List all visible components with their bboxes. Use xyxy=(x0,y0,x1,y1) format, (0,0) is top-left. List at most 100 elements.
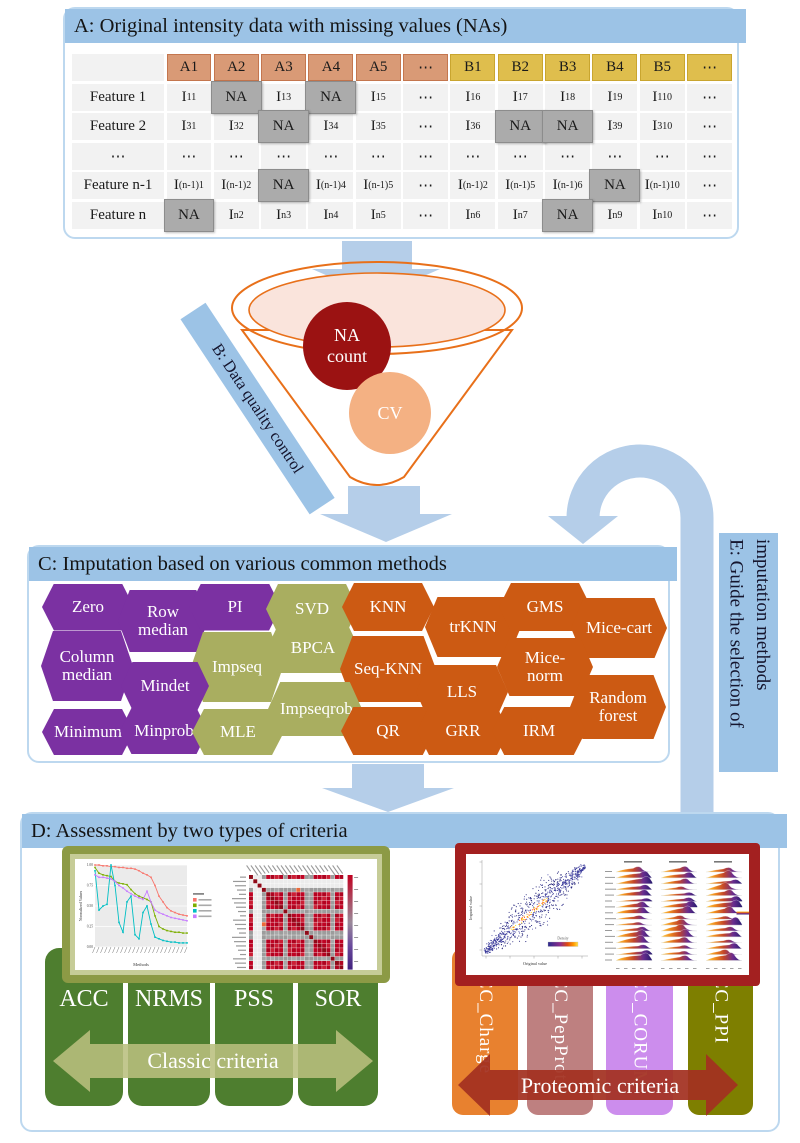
quality-control-funnel: NA count CV xyxy=(231,261,523,486)
panel-e-ribbon: E: Guide the selection of imputation met… xyxy=(719,533,778,772)
density-scatter-plot: Density Original value Imputed value xyxy=(468,860,588,966)
na-cell: NA xyxy=(163,198,215,232)
proteomic-monitor-screen: Density Original value Imputed value xyxy=(466,854,749,975)
row-label: Feature 1 xyxy=(72,83,164,111)
table-cell: I 310 xyxy=(639,113,685,140)
column-header: B3 xyxy=(545,54,590,81)
method-label: GRR xyxy=(445,721,481,741)
table-cell: NA xyxy=(163,198,215,232)
method-label: Random forest xyxy=(589,688,647,725)
svg-text:0.75: 0.75 xyxy=(87,884,93,888)
panel-d-title: D: Assessment by two types of criteria xyxy=(22,814,787,848)
method-hex-mle: MLE xyxy=(192,709,284,755)
column-header: A5 xyxy=(355,54,401,81)
arrow-b-to-c xyxy=(320,486,452,542)
method-hex-mice-norm: Mice-norm xyxy=(497,638,593,696)
table-cell: ⋯ xyxy=(403,142,448,170)
proteomic-col-label: ACC_PepProt xyxy=(550,961,571,1081)
na-cell: NA xyxy=(258,110,309,143)
table-cell: ⋯ xyxy=(497,142,543,170)
table-cell: NA xyxy=(542,110,593,143)
table-cell: ⋯ xyxy=(213,142,259,170)
arrow-c-to-d xyxy=(322,764,454,812)
na-count-circle xyxy=(303,302,391,390)
table-cell: ⋯ xyxy=(403,113,448,140)
table-cell: ⋯ xyxy=(261,142,306,170)
na-count-label-2: count xyxy=(327,346,367,366)
method-label: QR xyxy=(376,721,400,741)
table-cell: I (n-1)5 xyxy=(355,172,401,199)
table-cell: ⋯ xyxy=(355,142,401,170)
column-header: A4 xyxy=(308,54,354,81)
method-hex-zero: Zero xyxy=(42,583,134,631)
table-cell: I 17 xyxy=(497,83,543,111)
column-header: B4 xyxy=(592,54,638,81)
na-cell: NA xyxy=(210,80,262,114)
table-cell: NA xyxy=(542,198,593,232)
column-header xyxy=(72,54,164,81)
row-label: Feature n xyxy=(72,201,164,229)
method-hex-minimum: Minimum xyxy=(42,709,134,755)
intensity-table: A1 A2 A3 A4 A5 ⋯ B1 B2 B3 B4 B5 ⋯ Feature 1 I 11 NA I 13 N… xyxy=(72,54,732,232)
table-cell: NA xyxy=(305,80,357,114)
na-cell: NA xyxy=(305,80,357,114)
proteomic-col-label: ACC_Charge xyxy=(475,961,496,1075)
method-label: PI xyxy=(227,597,243,617)
table-cell: I 36 xyxy=(450,113,496,140)
table-cell: ⋯ xyxy=(639,142,685,170)
classic-criteria-label: Classic criteria xyxy=(147,1048,279,1073)
table-cell: NA xyxy=(589,169,641,202)
table-cell: I 13 xyxy=(261,83,306,111)
correlation-heatmap xyxy=(232,865,359,970)
table-cell: ⋯ xyxy=(687,83,732,111)
table-cell: NA xyxy=(494,110,546,143)
svg-text:Original value: Original value xyxy=(523,961,547,966)
method-hex-random-forest: Random forest xyxy=(570,675,666,739)
method-label: MLE xyxy=(220,722,256,742)
proteomic-monitor-frame: Density Original value Imputed value xyxy=(455,843,760,986)
method-label: LLS xyxy=(446,682,478,702)
table-cell: ⋯ xyxy=(592,142,638,170)
column-header: ⋯ xyxy=(687,54,732,81)
panel-e-label: E: Guide the selection of imputation met… xyxy=(725,539,774,728)
table-cell: I 15 xyxy=(355,83,401,111)
proteomic-criteria-arrow xyxy=(458,1054,738,1116)
classic-criteria-arrow xyxy=(53,1030,373,1092)
method-label: GMS xyxy=(526,597,564,617)
table-cell: ⋯ xyxy=(403,83,448,111)
table-cell: I (n-1)6 xyxy=(545,172,590,199)
table-cell: I (n-1)4 xyxy=(308,172,354,199)
cv-circle xyxy=(349,372,431,454)
method-label: Mindet xyxy=(140,676,190,696)
table-cell: I 34 xyxy=(308,113,354,140)
classic-monitor-screen: 1.00 0.75 0.50 0.25 0.00 Normalized Values Met… xyxy=(75,859,377,970)
method-hex-knn: KNN xyxy=(342,583,434,631)
method-label: trKNN xyxy=(449,617,497,637)
table-cell: I 18 xyxy=(545,83,590,111)
method-label: KNN xyxy=(369,597,407,617)
panel-c-title: C: Imputation based on various common me… xyxy=(29,547,677,581)
method-label: Mice-norm xyxy=(524,648,566,685)
svg-text:0.25: 0.25 xyxy=(87,925,93,929)
method-label: BPCA xyxy=(290,638,336,658)
svg-text:Imputed value: Imputed value xyxy=(468,896,473,920)
table-cell: ⋯ xyxy=(403,201,448,229)
table-cell: I 19 xyxy=(592,83,638,111)
table-cell: ⋯ xyxy=(308,142,354,170)
na-cell: NA xyxy=(542,110,593,143)
table-cell: I (n-1)10 xyxy=(639,172,685,199)
method-label: SVD xyxy=(294,599,329,619)
method-label: Column median xyxy=(59,647,115,684)
method-label: Zero xyxy=(71,597,105,617)
table-cell: ⋯ xyxy=(166,142,212,170)
column-header: B1 xyxy=(450,54,496,81)
line-chart: 1.00 0.75 0.50 0.25 0.00 Normalized Values Met… xyxy=(78,863,212,967)
method-label: Impseq xyxy=(211,657,263,677)
